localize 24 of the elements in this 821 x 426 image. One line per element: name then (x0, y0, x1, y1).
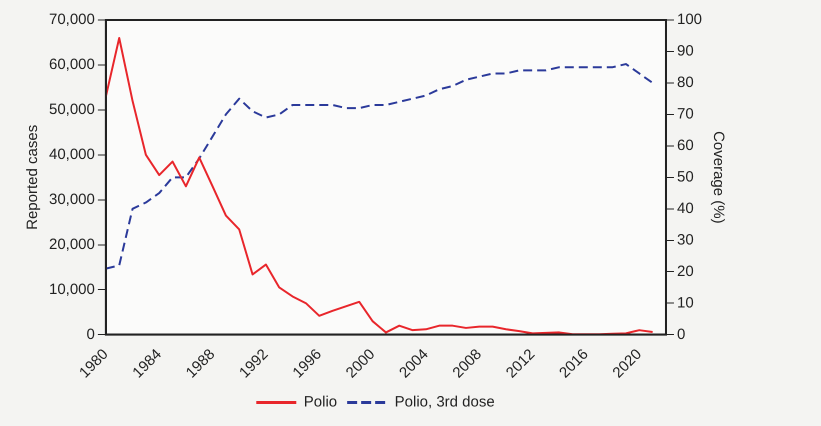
y2-tick-label: 40 (676, 200, 694, 217)
y-tick-label: 70,000 (48, 11, 95, 28)
y2-tick-label: 90 (676, 42, 694, 60)
y2-tick-label: 0 (676, 326, 686, 343)
y2-tick-label: 60 (676, 137, 694, 154)
y2-tick-label: 30 (676, 231, 694, 248)
y2-axis-title: Coverage (%) (710, 131, 727, 224)
y-axis-title: Reported cases (24, 124, 42, 230)
y-tick-label: 60,000 (48, 56, 95, 74)
legend-label: Polio (304, 394, 338, 411)
y2-tick-label: 100 (676, 11, 702, 28)
line-series (106, 63, 654, 270)
y-tick-label: 40,000 (48, 146, 95, 163)
y2-tick-label: 80 (676, 74, 694, 92)
y-tick-label: 10,000 (48, 280, 95, 298)
legend-label: Polio, 3rd dose (394, 394, 495, 411)
y-tick-label: 20,000 (48, 236, 95, 253)
y-tick-label: 50,000 (48, 101, 95, 118)
y-tick-label: 0 (86, 326, 95, 343)
y2-tick-label: 20 (676, 262, 694, 280)
y2-tick-label: 70 (676, 106, 694, 123)
y-tick-label: 30,000 (48, 190, 95, 208)
y2-tick-label: 50 (676, 168, 694, 186)
y2-tick-label: 10 (676, 294, 694, 312)
